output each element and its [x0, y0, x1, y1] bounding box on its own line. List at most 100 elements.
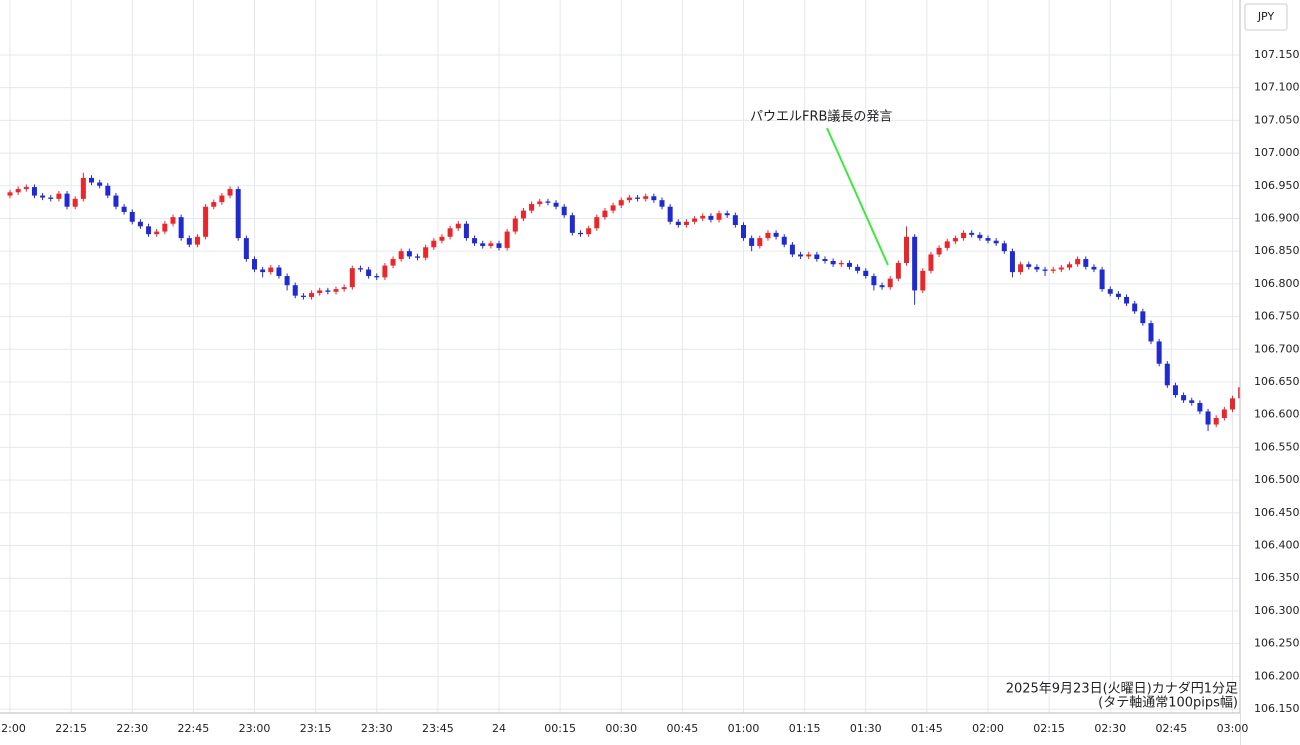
x-tick-label: 00:30 [605, 722, 637, 735]
axis-panel [1240, 0, 1300, 745]
candle-body [618, 200, 624, 206]
candle-body [692, 218, 698, 222]
candle-body [243, 238, 249, 260]
candle-body [1042, 269, 1048, 271]
grid [0, 0, 1240, 713]
candle-body [1018, 264, 1024, 273]
candle-body [529, 204, 535, 211]
candle-body [855, 266, 861, 271]
candle-body [398, 251, 404, 260]
candle-body [186, 238, 192, 245]
candle-body [300, 295, 306, 297]
candle-body [325, 290, 331, 292]
candle-body [806, 254, 812, 257]
candle-body [431, 240, 437, 248]
candle-body [773, 232, 779, 237]
x-tick-label: 02:15 [1033, 722, 1065, 735]
candle-body [1181, 395, 1187, 401]
candle-body [741, 225, 746, 239]
y-tick-label: 106.450 [1254, 506, 1300, 519]
candle-body [178, 217, 184, 239]
y-tick-label: 106.300 [1254, 604, 1300, 617]
y-tick-label: 106.150 [1254, 702, 1300, 715]
candle-body [545, 201, 551, 203]
candle-body [757, 238, 763, 246]
candle-body [569, 215, 575, 233]
x-tick-label: 22:30 [116, 722, 148, 735]
candle-body [23, 187, 29, 190]
candle-body [781, 236, 787, 245]
candle-body [72, 198, 78, 207]
candle-body [1205, 411, 1211, 425]
candle-body [602, 210, 608, 218]
candle-body [97, 182, 103, 186]
candle-body [1083, 259, 1089, 267]
candle-body [113, 195, 119, 207]
x-tick-label: 01:15 [789, 722, 821, 735]
footnote: (タテ軸通常100pips幅) [1098, 696, 1238, 711]
candle-body [317, 290, 323, 294]
candle-body [374, 276, 380, 278]
x-tick-label: 22:15 [55, 722, 87, 735]
candle-body [170, 217, 176, 224]
candle-body [1230, 398, 1235, 410]
candle-body [1075, 259, 1081, 265]
y-tick-label: 106.600 [1254, 408, 1300, 421]
candle-body [985, 238, 991, 241]
candle-body [292, 285, 298, 296]
candle-body [887, 278, 893, 288]
y-tick-label: 106.550 [1254, 440, 1300, 453]
candle-body [724, 213, 730, 216]
y-tick-label: 106.500 [1254, 473, 1300, 486]
candle-body [349, 268, 355, 288]
candle-body [928, 254, 934, 271]
x-tick-label: 01:00 [728, 722, 760, 735]
candle-body [203, 206, 209, 237]
candle-body [121, 206, 127, 212]
candle-body [260, 269, 266, 273]
candle-body [1091, 266, 1097, 270]
candle-body [333, 289, 339, 292]
candle-body [56, 193, 62, 199]
candle-body [80, 177, 86, 199]
candle-body [610, 205, 616, 211]
candle-body [137, 221, 143, 227]
candle-body [1099, 269, 1105, 290]
x-tick-label: 02:45 [1156, 722, 1188, 735]
candle-body [749, 238, 755, 246]
currency-box [1244, 3, 1288, 31]
candle-body [626, 197, 632, 201]
candle-body [871, 276, 877, 286]
candle-body [643, 196, 649, 199]
x-tick-label: 22:45 [178, 722, 210, 735]
y-tick-label: 106.750 [1254, 310, 1300, 323]
x-tick-label: 24 [492, 722, 506, 735]
candle-body [700, 215, 706, 219]
candle-body [578, 232, 583, 235]
candle-body [814, 254, 820, 260]
candle-body [1148, 323, 1154, 342]
candle-body [488, 243, 494, 246]
candle-body [276, 267, 282, 277]
x-tick-label: 23:00 [239, 722, 271, 735]
candle-body [162, 223, 168, 232]
candle-body [1213, 417, 1219, 425]
candle-body [1140, 311, 1146, 324]
y-tick-label: 107.000 [1254, 146, 1300, 159]
x-tick-label: 23:15 [300, 722, 332, 735]
x-tick-label: 22:00 [0, 722, 26, 735]
candle-body [463, 223, 469, 239]
candle-body [235, 189, 241, 239]
annotation: パウエルFRB議長の発言 [750, 110, 892, 125]
candle-body [920, 270, 926, 291]
candle-body [64, 193, 70, 207]
x-tick-label: 01:45 [911, 722, 943, 735]
candle-body [252, 259, 257, 270]
candle-body [309, 293, 315, 297]
candles [7, 172, 1244, 432]
y-tick-label: 106.900 [1254, 211, 1300, 224]
y-tick-label: 106.250 [1254, 637, 1300, 650]
candle-body [447, 228, 453, 237]
